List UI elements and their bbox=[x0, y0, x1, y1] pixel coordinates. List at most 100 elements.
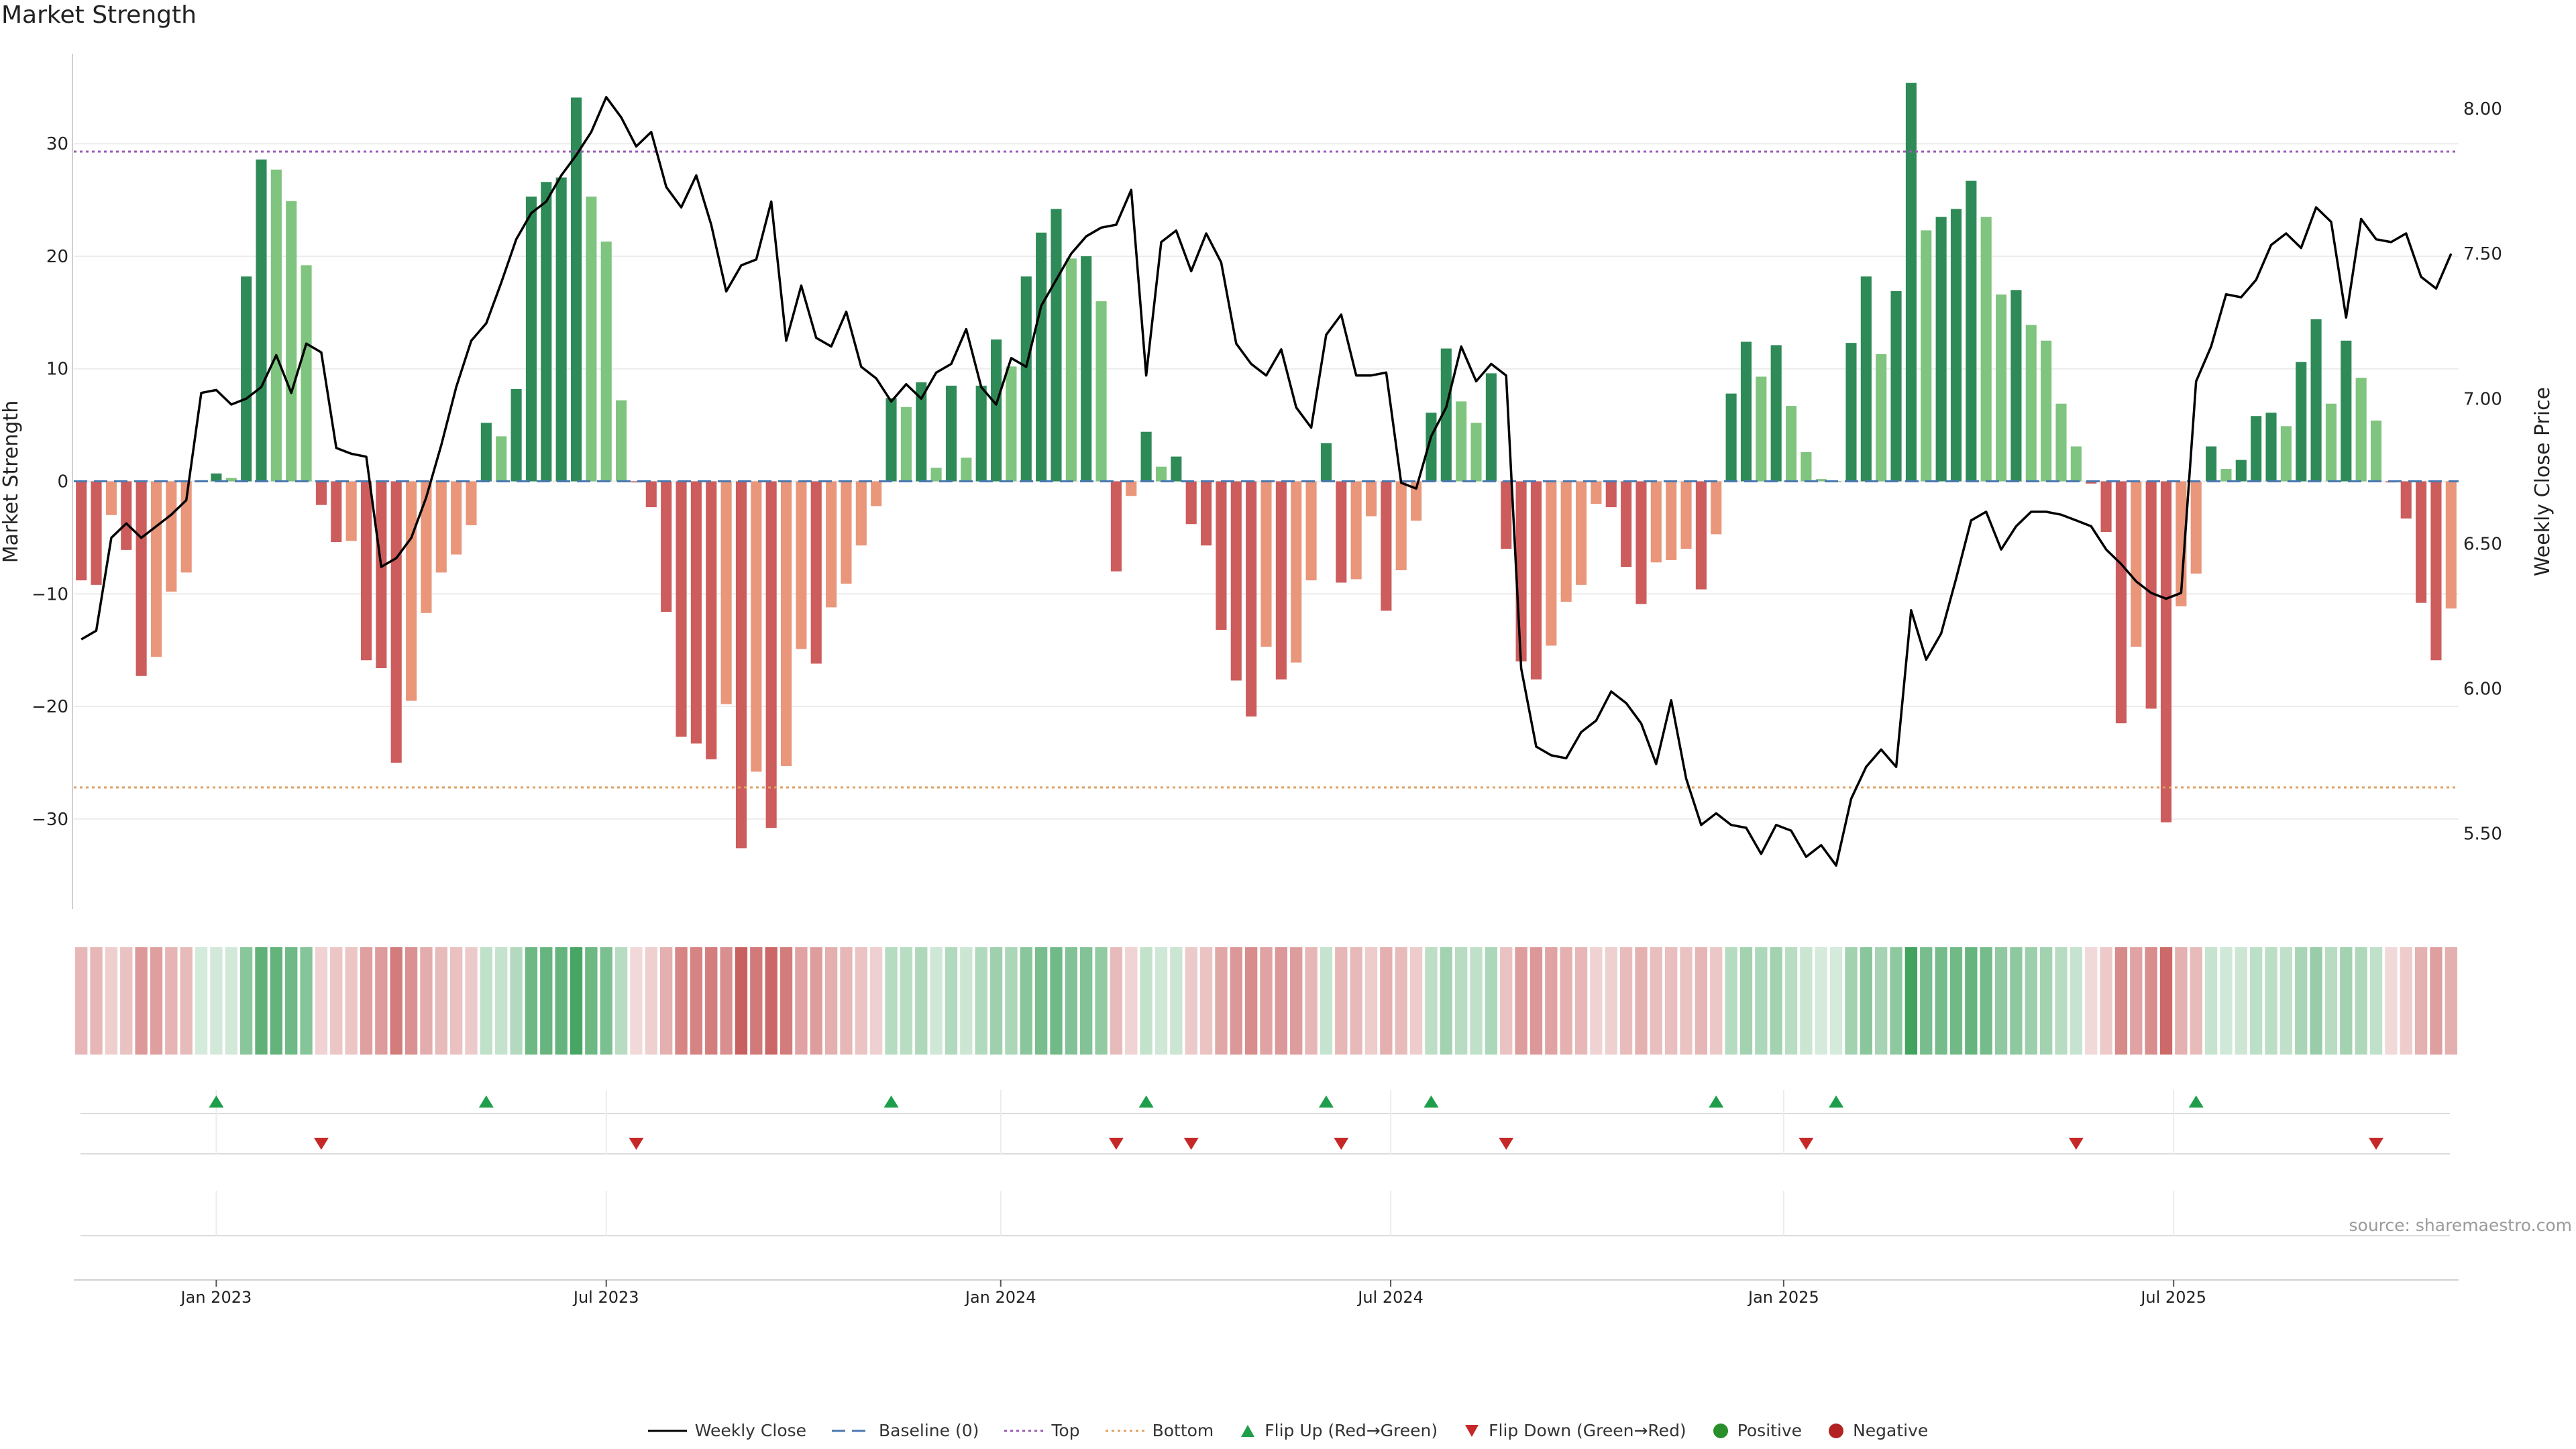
heat-cell bbox=[945, 947, 958, 1055]
heat-cell bbox=[1364, 947, 1378, 1055]
strength-bar bbox=[1201, 481, 1212, 546]
heat-cell bbox=[1829, 947, 1843, 1055]
strength-bar bbox=[1185, 481, 1197, 525]
strength-bar bbox=[345, 481, 357, 541]
heat-cell bbox=[885, 947, 898, 1055]
strength-bar bbox=[1155, 466, 1167, 482]
strength-bar bbox=[1140, 431, 1152, 482]
flip-down-marker bbox=[313, 1138, 329, 1150]
flip-down-marker bbox=[1183, 1138, 1199, 1150]
strength-bar bbox=[2100, 481, 2112, 532]
heat-cell bbox=[1739, 947, 1753, 1055]
strength-bar bbox=[2280, 426, 2292, 482]
heat-cell bbox=[900, 947, 913, 1055]
heat-cell bbox=[345, 947, 358, 1055]
strength-bar bbox=[1575, 481, 1587, 585]
heat-cell bbox=[300, 947, 313, 1055]
heat-cell bbox=[120, 947, 133, 1055]
x-tick-label: Jan 2024 bbox=[964, 1288, 1036, 1307]
heat-cell bbox=[2400, 947, 2412, 1055]
heat-cell bbox=[1845, 947, 1858, 1055]
heat-cell bbox=[420, 947, 433, 1055]
strength-bar bbox=[150, 481, 162, 657]
strength-bar bbox=[1230, 481, 1242, 681]
heat-cell bbox=[1875, 947, 1888, 1055]
y-tick-label: −30 bbox=[32, 810, 68, 830]
strength-bar bbox=[1680, 481, 1692, 549]
legend-symbol-positive bbox=[1713, 1423, 1728, 1438]
heat-cell bbox=[1994, 947, 2008, 1055]
strength-bar bbox=[810, 481, 822, 664]
flip-up-marker bbox=[1424, 1095, 1439, 1108]
strength-bar bbox=[706, 481, 717, 759]
strength-bar bbox=[451, 481, 462, 555]
heat-cell bbox=[1110, 947, 1123, 1055]
y2-tick-label: 8.00 bbox=[2463, 99, 2502, 119]
heat-cell bbox=[870, 947, 883, 1055]
heat-cell bbox=[855, 947, 867, 1055]
strength-bar bbox=[975, 385, 987, 482]
strength-bar bbox=[1530, 481, 1542, 680]
heat-cell bbox=[1935, 947, 1947, 1055]
heat-cell bbox=[765, 947, 777, 1055]
heat-cell bbox=[2310, 947, 2322, 1055]
y2-tick-label: 5.50 bbox=[2463, 824, 2502, 845]
heat-cell bbox=[795, 947, 808, 1055]
heat-cell bbox=[255, 947, 268, 1055]
heat-cell bbox=[1980, 947, 1992, 1055]
heat-cell bbox=[1335, 947, 1348, 1055]
strength-bar bbox=[1876, 354, 1887, 482]
strength-bar bbox=[930, 468, 942, 482]
heat-cell bbox=[1515, 947, 1527, 1055]
legend-item-baseline: Baseline (0) bbox=[832, 1421, 979, 1440]
x-tick-label: Jan 2023 bbox=[180, 1288, 252, 1307]
heat-cell bbox=[930, 947, 943, 1055]
heat-cell bbox=[495, 947, 508, 1055]
strength-bar bbox=[1950, 209, 1962, 482]
heat-cell bbox=[1800, 947, 1813, 1055]
strength-bar bbox=[166, 481, 177, 592]
heat-cell bbox=[2010, 947, 2023, 1055]
heat-cell bbox=[1425, 947, 1438, 1055]
strength-bar bbox=[871, 481, 882, 506]
strength-bar bbox=[1785, 406, 1797, 482]
strength-bar bbox=[1470, 423, 1482, 482]
strength-bar bbox=[1020, 276, 1032, 482]
heat-cell bbox=[225, 947, 237, 1055]
heat-cell bbox=[1020, 947, 1032, 1055]
strength-bar bbox=[1260, 481, 1272, 647]
legend-symbol-bottom bbox=[1105, 1430, 1144, 1432]
heat-cell bbox=[1755, 947, 1768, 1055]
y-tick-label: −10 bbox=[32, 584, 68, 604]
heat-cell bbox=[1650, 947, 1662, 1055]
strength-bar bbox=[1756, 376, 1767, 482]
strength-bar bbox=[121, 481, 132, 550]
strength-bar bbox=[735, 481, 747, 849]
heat-cell bbox=[1290, 947, 1303, 1055]
strength-bar bbox=[2041, 340, 2052, 482]
flip-up-marker bbox=[1318, 1095, 1334, 1108]
heat-cell bbox=[2340, 947, 2353, 1055]
legend-label: Flip Up (Red→Green) bbox=[1265, 1421, 1438, 1440]
strength-bars bbox=[76, 83, 2457, 849]
flip-up-marker bbox=[209, 1095, 224, 1108]
legend-symbol-baseline bbox=[832, 1430, 871, 1432]
strength-bar bbox=[1621, 481, 1632, 567]
y-tick-label: 10 bbox=[46, 360, 68, 380]
flip-up-marker bbox=[1138, 1095, 1154, 1108]
strength-bar bbox=[2190, 481, 2202, 574]
strength-bar bbox=[720, 481, 732, 704]
strength-bar bbox=[2251, 416, 2262, 482]
heat-cell bbox=[1065, 947, 1078, 1055]
strength-bar bbox=[301, 265, 312, 482]
legend-label: Weekly Close bbox=[694, 1421, 807, 1440]
strength-bar bbox=[421, 481, 432, 613]
heat-cell bbox=[675, 947, 688, 1055]
legend-item-weekly-close: Weekly Close bbox=[647, 1421, 807, 1440]
heat-cell bbox=[2355, 947, 2367, 1055]
legend-label: Positive bbox=[1737, 1421, 1803, 1440]
heat-cell bbox=[1305, 947, 1318, 1055]
legend: Weekly Close Baseline (0) Top Bottom Flip Up… bbox=[0, 1421, 2576, 1440]
heat-cell bbox=[2130, 947, 2143, 1055]
